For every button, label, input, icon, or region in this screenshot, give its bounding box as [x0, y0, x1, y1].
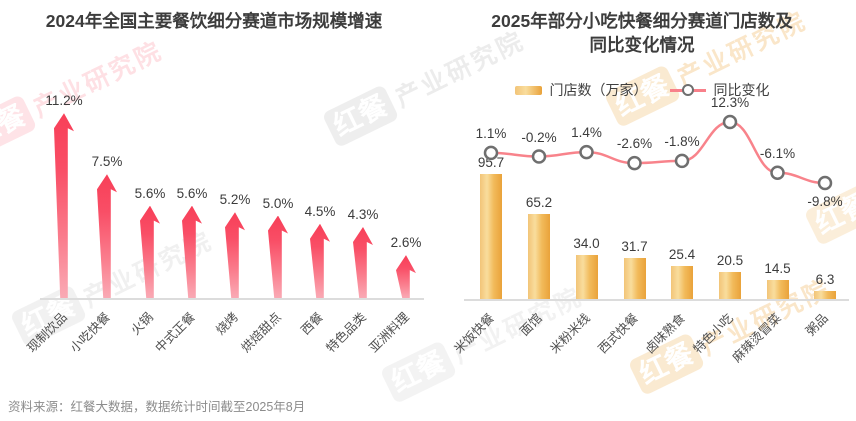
- store-count-bar: [623, 257, 646, 299]
- line-marker: [579, 144, 594, 160]
- right-chart-title-line2: 同比变化情况: [589, 35, 695, 55]
- category-label: 面馆: [517, 311, 545, 339]
- right-x-axis: [464, 299, 849, 301]
- yoy-value-label: -9.8%: [807, 193, 843, 209]
- line-marker: [674, 153, 690, 169]
- line-series-label: 同比变化: [713, 82, 770, 98]
- store-count-bar: [814, 290, 836, 299]
- store-count-label: 34.0: [573, 235, 600, 251]
- left-x-axis: [40, 298, 424, 300]
- growth-value-label: 7.5%: [91, 154, 123, 170]
- category-label: 特色小吃: [690, 311, 736, 357]
- line-marker: [722, 114, 738, 130]
- line-marker: [627, 155, 642, 171]
- category-label: 卤味熟食: [642, 311, 688, 357]
- growth-arrow-bar: [97, 174, 117, 298]
- store-count-label: 65.2: [525, 194, 553, 210]
- store-count-label: 14.5: [764, 261, 791, 277]
- right-chart-title-line1: 2025年部分小吃快餐细分赛道门店数及: [491, 11, 793, 31]
- left-chart-panel: 2024年全国主要餐饮细分赛道市场规模增速 11.2% 现制饮品 7.5% 小吃快餐 5…: [25, 11, 424, 355]
- line-marker-icon: [681, 84, 694, 96]
- line-marker: [770, 165, 785, 181]
- yoy-value-label: -1.8%: [664, 133, 700, 149]
- store-count-label: 95.7: [477, 155, 505, 171]
- left-chart-title: 2024年全国主要餐饮细分赛道市场规模增速: [45, 11, 383, 31]
- store-count-label: 25.4: [668, 246, 696, 262]
- store-count-bar: [528, 213, 550, 299]
- growth-value-label: 5.6%: [134, 185, 166, 201]
- category-label: 西式快餐: [595, 311, 641, 357]
- growth-arrow-bar: [182, 205, 202, 298]
- growth-arrow-bar: [396, 255, 416, 298]
- line-marker: [817, 175, 833, 191]
- growth-arrow-bar: [268, 215, 288, 298]
- store-count-label: 31.7: [621, 238, 648, 254]
- yoy-value-label: -6.1%: [759, 145, 796, 161]
- category-label: 米粉米线: [547, 311, 593, 357]
- growth-value-label: 11.2%: [45, 93, 83, 109]
- line-marker: [531, 149, 547, 164]
- data-source-note: 资料来源：红餐大数据，数据统计时间截至2025年8月: [8, 400, 306, 414]
- bar-series-swatch: [514, 85, 542, 95]
- store-count-bar: [575, 254, 598, 299]
- store-count-bar: [671, 265, 693, 299]
- chart-legend: 门店数（万家） 同比变化: [428, 80, 856, 100]
- category-label: 粥品: [803, 311, 831, 339]
- right-chart-panel: 2025年部分小吃快餐细分赛道门店数及 同比变化情况 门店数（万家） 同比变化 …: [428, 0, 856, 421]
- right-chart-plot: 95.7 米饭快餐 65.2 面馆 34.0 米粉米线 31.7 西式快餐 25.4 卤味熟食 20…: [428, 0, 856, 421]
- growth-value-label: 4.5%: [304, 203, 336, 219]
- growth-value-label: 5.0%: [262, 195, 294, 211]
- growth-arrow-bar: [225, 212, 245, 298]
- category-label: 麻辣烫冒菜: [729, 311, 784, 366]
- growth-value-label: 5.6%: [176, 185, 208, 201]
- left-chart-plot: 11.2% 现制饮品 7.5% 小吃快餐 5.6% 火锅 5.6% 中式正餐 5.2% 烧烤 5.0…: [25, 93, 422, 355]
- growth-arrow-bar: [310, 223, 330, 298]
- store-count-bar: [480, 174, 502, 299]
- growth-arrow-bar: [353, 227, 373, 298]
- store-count-bar: [719, 272, 741, 299]
- line-series-swatch: [669, 84, 706, 96]
- store-count-bar: [766, 280, 789, 299]
- growth-arrow-bar: [54, 113, 74, 298]
- bar-series-label: 门店数（万家）: [549, 82, 648, 98]
- growth-value-label: 2.6%: [390, 235, 422, 251]
- store-count-label: 6.3: [815, 271, 835, 287]
- growth-value-label: 4.3%: [347, 207, 379, 223]
- store-count-label: 20.5: [716, 253, 744, 269]
- right-chart-title: 2025年部分小吃快餐细分赛道门店数及 同比变化情况: [428, 9, 856, 57]
- yoy-value-label: 12.3%: [710, 95, 750, 110]
- growth-value-label: 5.2%: [219, 192, 251, 208]
- growth-arrow-bar: [140, 205, 160, 298]
